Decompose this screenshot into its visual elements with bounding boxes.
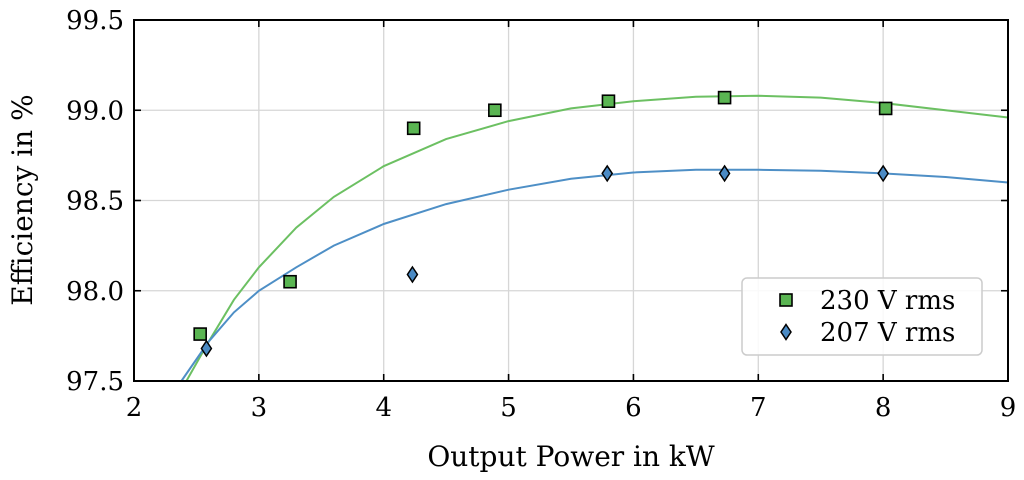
fit-lines — [180, 94, 1009, 382]
legend-label: 230 V rms — [820, 286, 955, 316]
x-tick-label: 8 — [875, 393, 892, 423]
x-tick-label: 9 — [1000, 393, 1017, 423]
data-point-diamond — [200, 339, 213, 358]
x-axis-label: Output Power in kW — [427, 440, 715, 473]
y-axis-label: Efficiency in % — [6, 94, 39, 305]
ticks — [133, 19, 1009, 382]
x-tick-label: 5 — [500, 393, 517, 423]
data-point-square — [193, 327, 207, 341]
y-tick-label: 99.0 — [66, 96, 124, 126]
legend-box — [741, 277, 983, 356]
tick-labels: 2 3 4 5 6 7 8 9 97.5 98.0 98.5 99.0 99.5 — [66, 6, 1016, 423]
x-tick-label: 6 — [625, 393, 642, 423]
data-point-diamond — [718, 164, 731, 183]
data-point-square — [878, 101, 893, 116]
data-point-square — [488, 103, 502, 118]
fit-line-1 — [185, 94, 1009, 382]
x-tick-label: 4 — [375, 393, 392, 423]
y-tick-label: 99.5 — [66, 6, 124, 36]
y-tick-label: 97.5 — [66, 367, 124, 397]
data-point-square — [406, 121, 421, 136]
data-point-square — [283, 274, 297, 289]
legend-label: 207 V rms — [820, 318, 955, 348]
markers — [193, 90, 893, 358]
x-tick-label: 3 — [251, 393, 268, 423]
data-point-square — [717, 90, 732, 105]
x-tick-label: 7 — [750, 393, 767, 423]
legend-marker-diamond — [780, 323, 792, 341]
fit-line-2 — [180, 168, 1009, 382]
data-point-diamond — [406, 265, 419, 284]
y-tick-label: 98.0 — [66, 277, 124, 307]
legend-marker-square — [779, 293, 793, 307]
data-point-diamond — [877, 164, 890, 183]
data-point-diamond — [601, 164, 614, 183]
x-tick-label: 2 — [126, 393, 143, 423]
data-point-square — [601, 94, 616, 109]
y-tick-label: 98.5 — [66, 187, 124, 217]
